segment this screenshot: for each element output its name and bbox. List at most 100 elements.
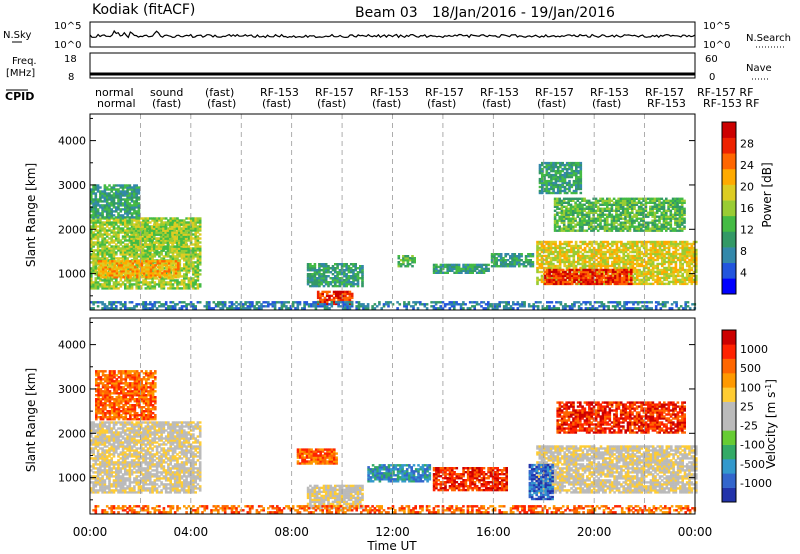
echo-cell xyxy=(96,235,100,238)
echo-cell xyxy=(146,223,149,226)
echo-cell xyxy=(90,208,93,211)
echo-cell xyxy=(155,251,159,254)
echo-cell xyxy=(121,221,125,224)
echo-cell xyxy=(399,265,403,268)
echo-cell xyxy=(112,245,116,248)
cpid-entry-top: RF-157 xyxy=(645,86,684,99)
echo-cell xyxy=(137,214,141,217)
echo-cell xyxy=(618,274,622,278)
echo-cell xyxy=(175,233,179,236)
echo-cell xyxy=(133,260,137,263)
echo-cell xyxy=(626,252,630,256)
echo-cell xyxy=(158,255,161,258)
echo-cell xyxy=(99,257,102,260)
echo-cell xyxy=(153,241,156,244)
echo-cell xyxy=(144,221,148,224)
echo-cell xyxy=(162,237,166,240)
echo-cell xyxy=(105,287,109,290)
echo-cell xyxy=(620,240,623,244)
echo-cell xyxy=(608,213,611,216)
echo-cell xyxy=(142,276,146,279)
echo-cell xyxy=(134,249,138,252)
echo-cell xyxy=(99,227,102,230)
echo-cell xyxy=(602,250,605,254)
echo-cell xyxy=(688,268,691,272)
echo-cell xyxy=(690,258,694,262)
echo-cell xyxy=(439,269,443,272)
echo-cell xyxy=(126,188,129,191)
echo-cell xyxy=(187,229,191,232)
echo-cell xyxy=(178,263,182,266)
echo-cell xyxy=(345,281,348,284)
echo-cell xyxy=(606,207,609,210)
echo-cell xyxy=(162,235,166,238)
echo-cell xyxy=(679,268,682,272)
echo-cell xyxy=(624,248,628,252)
echo-cell xyxy=(543,240,546,244)
echo-cell xyxy=(599,252,603,256)
echo-cell xyxy=(139,257,143,260)
echo-cell xyxy=(140,262,144,265)
echo-cell xyxy=(119,219,123,222)
echo-cell xyxy=(692,252,696,256)
echo-cell xyxy=(676,274,680,278)
echo-cell xyxy=(339,296,343,300)
echo-cell xyxy=(145,260,148,263)
echo-cell xyxy=(196,259,200,262)
echo-cell xyxy=(631,246,635,250)
echo-cell xyxy=(330,298,334,302)
echo-cell xyxy=(679,266,682,270)
echo-cell xyxy=(341,292,345,296)
echo-cell xyxy=(99,225,102,228)
echo-cell xyxy=(606,215,609,218)
echo-cell xyxy=(583,207,586,210)
echo-cell xyxy=(540,276,544,280)
echo-cell xyxy=(568,272,572,276)
echo-cell xyxy=(690,248,694,252)
echo-cell xyxy=(131,272,135,275)
echo-cell xyxy=(593,270,597,274)
echo-cell xyxy=(556,260,560,264)
echo-cell xyxy=(577,244,580,248)
echo-cell xyxy=(599,258,603,262)
echo-cell xyxy=(603,219,607,222)
echo-cell xyxy=(593,282,597,286)
echo-cell xyxy=(126,221,129,224)
echo-cell xyxy=(137,219,141,222)
echo-cell xyxy=(92,249,95,252)
echo-cell xyxy=(572,209,575,212)
echo-cell xyxy=(321,298,324,302)
echo-cell xyxy=(658,280,662,284)
echo-cell xyxy=(149,283,152,286)
echo-cell xyxy=(155,245,158,248)
echo-cell xyxy=(166,247,170,250)
echo-cell xyxy=(690,254,694,258)
echo-cell xyxy=(661,252,664,256)
echo-cell xyxy=(566,280,569,284)
echo-cell xyxy=(509,265,512,268)
echo-cell xyxy=(168,241,172,244)
echo-cell xyxy=(182,245,186,248)
echo-cell xyxy=(616,278,619,282)
echo-cell xyxy=(124,283,127,286)
echo-cell xyxy=(135,196,138,199)
echo-cell xyxy=(646,211,650,214)
echo-cell xyxy=(163,264,166,267)
echo-cell xyxy=(631,211,634,214)
echo-cell xyxy=(139,281,143,284)
echo-cell xyxy=(619,229,623,232)
echo-cell xyxy=(90,198,93,201)
echo-cell xyxy=(690,276,694,280)
echo-cell xyxy=(561,272,565,276)
echo-cell xyxy=(135,219,138,222)
echo-cell xyxy=(122,268,126,271)
echo-cell xyxy=(133,194,136,197)
echo-cell xyxy=(167,221,170,224)
echo-cell xyxy=(688,274,691,278)
echo-cell xyxy=(583,256,587,260)
echo-cell xyxy=(149,268,153,271)
echo-cell xyxy=(334,275,337,278)
echo-cell xyxy=(126,281,129,284)
echo-cell xyxy=(94,202,98,205)
echo-cell xyxy=(617,199,620,202)
